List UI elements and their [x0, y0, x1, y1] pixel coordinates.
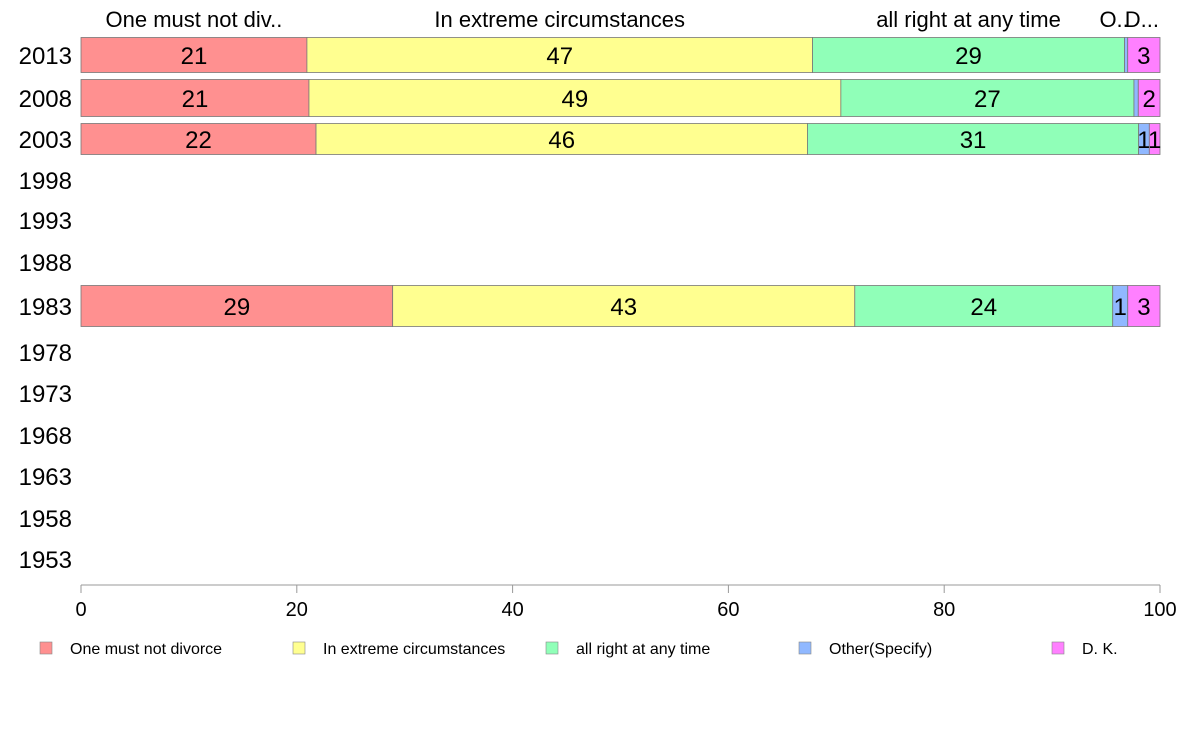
legend-item: D. K. [1051, 641, 1118, 658]
y-tick-label: 1988 [19, 250, 72, 277]
bar-segment [80, 285, 394, 327]
legend-label: all right at any time [576, 641, 710, 658]
bar-segment [812, 37, 1125, 73]
x-tick-label: 0 [75, 599, 86, 621]
y-tick-label: 1978 [19, 340, 72, 367]
y-tick-label: 1968 [19, 423, 72, 450]
bar-value-label: 2 [1142, 86, 1155, 113]
bar-segment [807, 123, 1140, 155]
bar-value-label: 46 [548, 127, 575, 154]
legend-swatch [798, 641, 812, 655]
bar-value-label: 27 [974, 86, 1001, 113]
x-tick-label: 100 [1143, 599, 1176, 621]
bar-segment [1127, 37, 1161, 73]
legend-item: all right at any time [545, 641, 710, 658]
bar-value-label: 22 [185, 127, 212, 154]
bar-segment [392, 285, 856, 327]
bar-segment [840, 79, 1135, 117]
y-tick-label: 1953 [19, 547, 72, 574]
legend-swatch [545, 641, 559, 655]
x-axis: 0 20 40 60 80 100 [75, 584, 1177, 621]
legend-item: One must not divorce [39, 641, 222, 658]
legend-swatch [39, 641, 53, 655]
bar-value-label: 49 [562, 86, 589, 113]
bar-segment [80, 123, 317, 155]
bar-segment [1148, 123, 1161, 155]
bar-value-label: 31 [960, 127, 987, 154]
bar-segment [308, 79, 842, 117]
top-segment-label: One must not div.. [106, 7, 283, 32]
bar-segment [1137, 79, 1161, 117]
bar-value-label: 3 [1137, 43, 1150, 70]
bar-segment [80, 79, 310, 117]
bar-value-label: 29 [223, 294, 250, 321]
top-segment-label: D... [1125, 7, 1159, 32]
y-tick-label: 1958 [19, 506, 72, 533]
bar-segment [854, 285, 1114, 327]
y-tick-label: 1963 [19, 464, 72, 491]
bar-segment [315, 123, 808, 155]
bar-value-label: 21 [181, 43, 208, 70]
x-tick-label: 20 [286, 599, 308, 621]
top-labels: One must not div.. In extreme circumstanc… [106, 7, 1159, 32]
top-segment-label: all right at any time [876, 7, 1061, 32]
y-tick-label: 1998 [19, 168, 72, 195]
top-segment-label: O.. [1099, 7, 1128, 32]
legend-item: Other(Specify) [798, 641, 932, 658]
x-tick-label: 60 [717, 599, 739, 621]
x-tick-label: 40 [501, 599, 523, 621]
bar-value-label: 43 [610, 294, 637, 321]
bar-segment [306, 37, 813, 73]
legend-swatch [1051, 641, 1065, 655]
legend-swatch [292, 641, 306, 655]
bar-segment [1133, 79, 1139, 117]
legend-label: Other(Specify) [829, 641, 932, 658]
y-tick-label: 2013 [19, 43, 72, 70]
legend-label: D. K. [1082, 641, 1118, 658]
legend-label: One must not divorce [70, 641, 222, 658]
bar-value-label: 3 [1137, 294, 1150, 321]
bar-value-label: 29 [955, 43, 982, 70]
bar-value-label: 24 [970, 294, 997, 321]
y-tick-label: 2008 [19, 86, 72, 113]
y-tick-label: 1973 [19, 381, 72, 408]
y-tick-label: 1983 [19, 294, 72, 321]
legend-item: In extreme circumstances [292, 641, 505, 658]
x-tick-label: 80 [933, 599, 955, 621]
bar-segment [80, 37, 308, 73]
bar-value-label: 1 [1137, 127, 1150, 154]
bar-segment [1124, 37, 1129, 73]
legend-label: In extreme circumstances [323, 641, 505, 658]
bar-segment [1127, 285, 1161, 327]
bar-value-label: 47 [546, 43, 573, 70]
y-axis-labels: 2013 2008 2003 1998 1993 1988 1983 1978 1973 1968… [19, 43, 72, 574]
y-tick-label: 1993 [19, 208, 72, 235]
bar-value-label: 21 [182, 86, 209, 113]
top-segment-label: In extreme circumstances [434, 7, 685, 32]
bar-value-label: 1 [1148, 127, 1161, 154]
bar-value-label: 1 [1114, 294, 1127, 321]
legend: One must not divorce In extreme circumsta… [39, 641, 1118, 658]
y-tick-label: 2003 [19, 127, 72, 154]
